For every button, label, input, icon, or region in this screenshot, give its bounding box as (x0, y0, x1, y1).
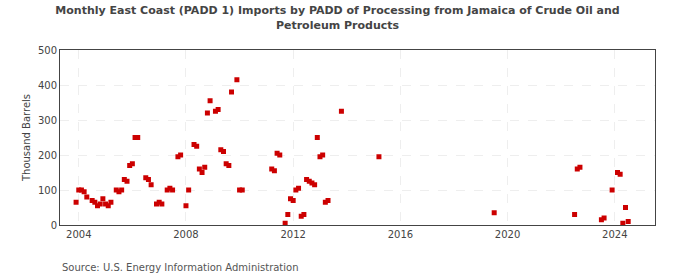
svg-text:2004: 2004 (66, 229, 91, 240)
svg-text:100: 100 (38, 185, 57, 196)
svg-text:2020: 2020 (495, 229, 520, 240)
svg-text:Monthly East Coast (PADD 1) Im: Monthly East Coast (PADD 1) Imports by P… (55, 4, 619, 31)
svg-text:2008: 2008 (173, 229, 198, 240)
svg-text:Source: U.S. Energy Informatio: Source: U.S. Energy Information Administ… (62, 262, 299, 273)
svg-text:0: 0 (51, 220, 57, 231)
svg-text:2012: 2012 (280, 229, 305, 240)
svg-text:Thousand Barrels: Thousand Barrels (21, 94, 32, 182)
svg-text:2016: 2016 (388, 229, 413, 240)
svg-text:300: 300 (38, 115, 57, 126)
svg-text:500: 500 (38, 45, 57, 56)
svg-text:2024: 2024 (602, 229, 627, 240)
svg-text:400: 400 (38, 80, 57, 91)
svg-text:200: 200 (38, 150, 57, 161)
